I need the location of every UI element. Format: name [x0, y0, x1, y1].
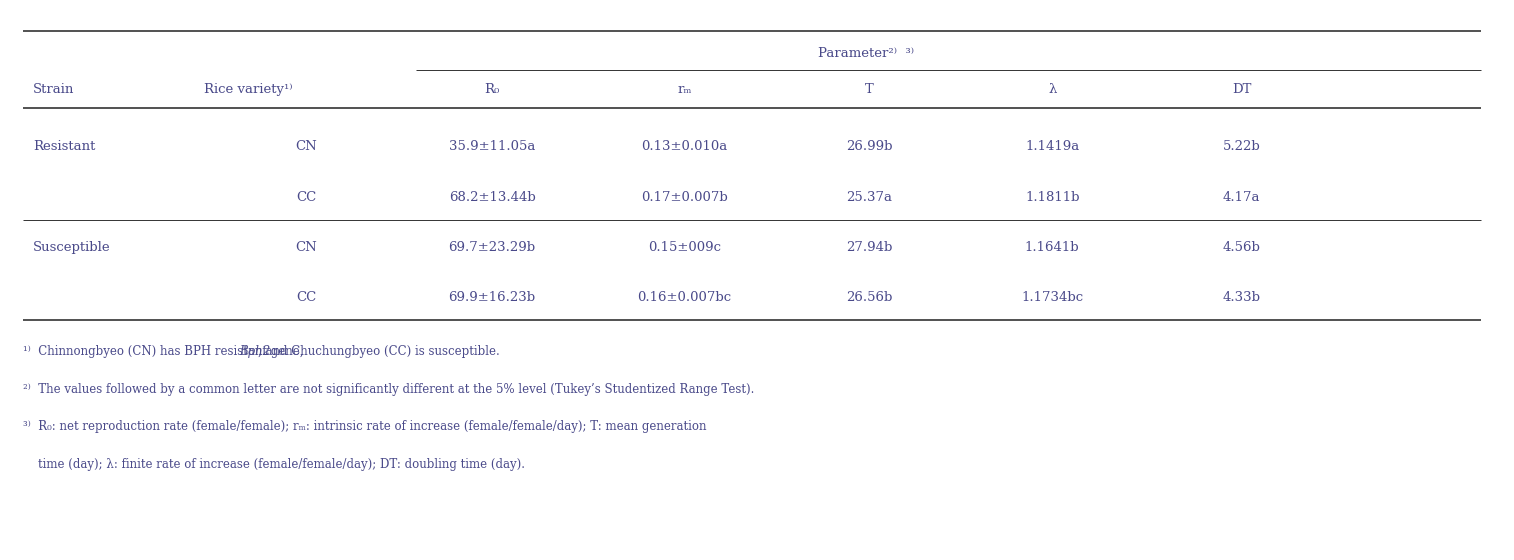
Text: time (day); λ: finite rate of increase (female/female/day); DT: doubling time (d: time (day); λ: finite rate of increase (… — [23, 458, 525, 472]
Text: 26.99b: 26.99b — [846, 140, 892, 153]
Text: CN: CN — [295, 241, 318, 254]
Text: 25.37a: 25.37a — [846, 190, 892, 204]
Text: ³⁾  R₀: net reproduction rate (female/female); rₘ: intrinsic rate of increase (f: ³⁾ R₀: net reproduction rate (female/fem… — [23, 420, 706, 433]
Text: R₀: R₀ — [484, 83, 500, 96]
Text: 0.17±0.007b: 0.17±0.007b — [640, 190, 728, 204]
Text: 1.1734bc: 1.1734bc — [1020, 291, 1084, 305]
Text: 35.9±11.05a: 35.9±11.05a — [448, 140, 536, 153]
Text: 68.2±13.44b: 68.2±13.44b — [448, 190, 536, 204]
Text: λ: λ — [1048, 83, 1057, 96]
Text: Susceptible: Susceptible — [33, 241, 111, 254]
Text: 4.56b: 4.56b — [1222, 241, 1261, 254]
Text: 4.33b: 4.33b — [1222, 291, 1261, 305]
Text: 69.7±23.29b: 69.7±23.29b — [448, 241, 536, 254]
Text: CC: CC — [297, 291, 316, 305]
Text: 1.1419a: 1.1419a — [1025, 140, 1079, 153]
Text: 0.15±009c: 0.15±009c — [648, 241, 721, 254]
Text: rₘ: rₘ — [677, 83, 692, 96]
Text: CN: CN — [295, 140, 318, 153]
Text: T: T — [864, 83, 874, 96]
Text: 5.22b: 5.22b — [1223, 140, 1260, 153]
Text: 4.17a: 4.17a — [1223, 190, 1260, 204]
Text: CC: CC — [297, 190, 316, 204]
Text: 27.94b: 27.94b — [846, 241, 892, 254]
Text: 0.16±0.007bc: 0.16±0.007bc — [637, 291, 731, 305]
Text: 1.1641b: 1.1641b — [1025, 241, 1079, 254]
Text: Rice variety¹⁾: Rice variety¹⁾ — [204, 83, 292, 96]
Text: Bph2: Bph2 — [239, 345, 269, 358]
Text: 26.56b: 26.56b — [846, 291, 892, 305]
Text: 69.9±16.23b: 69.9±16.23b — [448, 291, 536, 305]
Text: ²⁾  The values followed by a common letter are not significantly different at th: ²⁾ The values followed by a common lette… — [23, 382, 754, 396]
Text: DT: DT — [1232, 83, 1251, 96]
Text: ¹⁾  Chinnongbyeo (CN) has BPH resistant gene,: ¹⁾ Chinnongbyeo (CN) has BPH resistant g… — [23, 345, 307, 358]
Text: 0.13±0.010a: 0.13±0.010a — [642, 140, 727, 153]
Text: 1.1811b: 1.1811b — [1025, 190, 1079, 204]
Text: Parameter²⁾  ³⁾: Parameter²⁾ ³⁾ — [818, 46, 914, 60]
Text: , and Chuchungbyeo (CC) is susceptible.: , and Chuchungbyeo (CC) is susceptible. — [257, 345, 500, 358]
Text: Resistant: Resistant — [33, 140, 95, 153]
Text: Strain: Strain — [33, 83, 74, 96]
